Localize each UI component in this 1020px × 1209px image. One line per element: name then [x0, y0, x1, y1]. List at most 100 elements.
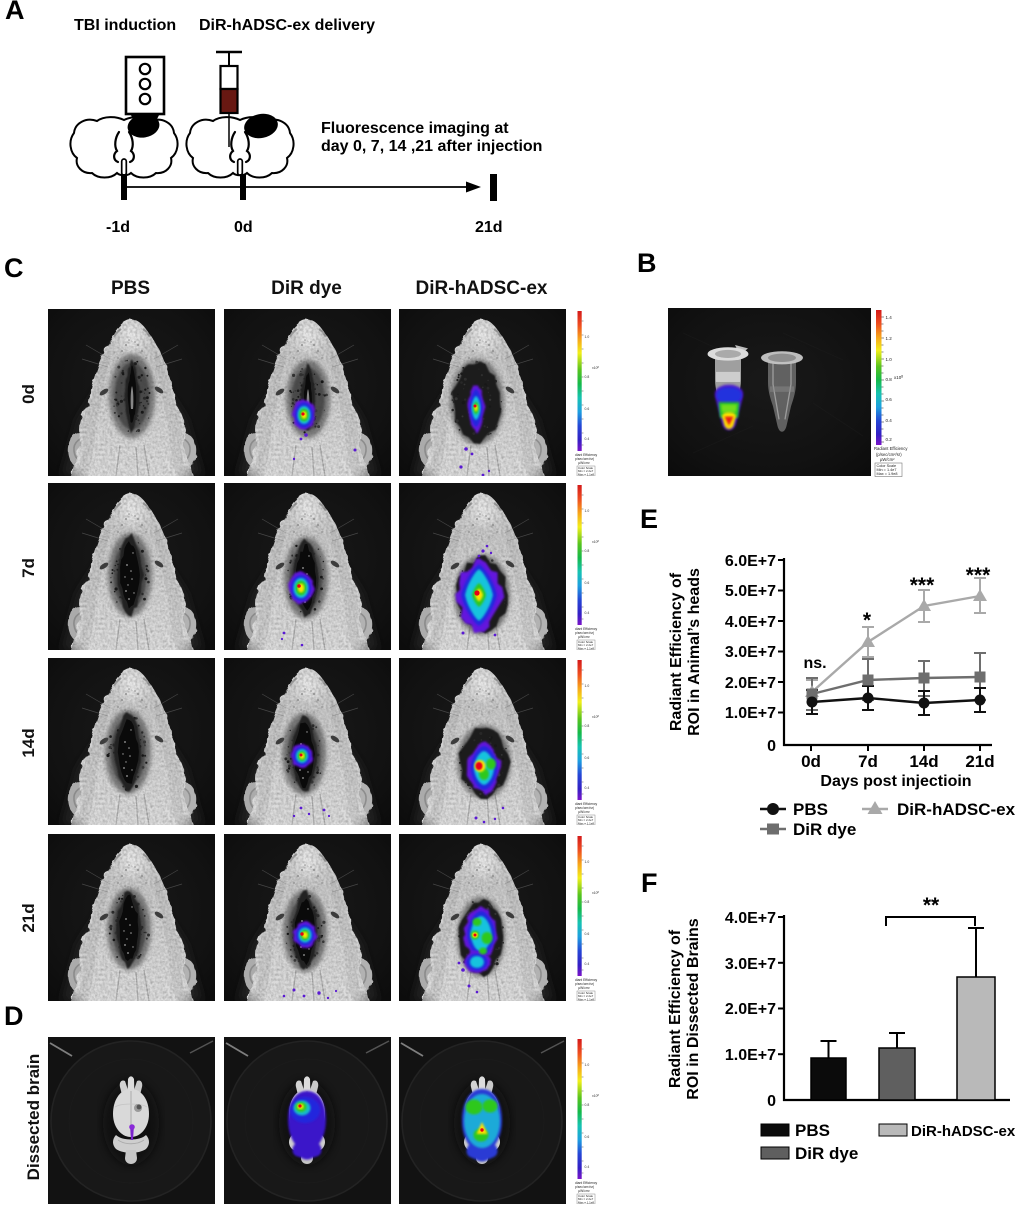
svg-text:Min = 2.2e7: Min = 2.2e7 [578, 643, 594, 647]
svg-text:Min = 2.2e7: Min = 2.2e7 [578, 469, 594, 473]
svg-text:ns.: ns. [803, 655, 826, 672]
svg-text:(p/sec/cm²/sr): (p/sec/cm²/sr) [575, 982, 594, 986]
svg-text:6.0E+7: 6.0E+7 [725, 553, 776, 570]
svg-text:DiR dye: DiR dye [795, 1144, 858, 1163]
svg-text:x108: x108 [592, 540, 599, 544]
svg-text:Radiant Efficiency of: Radiant Efficiency of [668, 572, 685, 731]
svg-text:DiR-hADSC-ex delivery: DiR-hADSC-ex delivery [199, 17, 375, 34]
svg-text:0.6: 0.6 [585, 932, 590, 936]
svg-text:Radiant Efficiency: Radiant Efficiency [575, 1181, 598, 1185]
svg-text:2.0E+7: 2.0E+7 [725, 1001, 776, 1018]
svg-text:Min = 2.2e7: Min = 2.2e7 [578, 818, 594, 822]
svg-text:4.0E+7: 4.0E+7 [725, 910, 776, 927]
svg-text:1.0E+7: 1.0E+7 [725, 705, 776, 722]
svg-text:**: ** [923, 894, 940, 917]
svg-text:Color Scale: Color Scale [578, 640, 593, 644]
svg-text:5.0E+7: 5.0E+7 [725, 583, 776, 600]
svg-text:0.8: 0.8 [886, 377, 893, 382]
svg-text:Max = 1.1e8: Max = 1.1e8 [578, 646, 594, 650]
svg-text:0.6: 0.6 [585, 1135, 590, 1139]
svg-text:Color Scale: Color Scale [578, 466, 593, 470]
svg-text:*: * [863, 609, 872, 632]
svg-text:0.2: 0.2 [886, 437, 893, 442]
svg-text:***: *** [966, 564, 991, 587]
svg-text:PBS: PBS [795, 1121, 830, 1140]
svg-text:1.0: 1.0 [585, 335, 590, 339]
svg-text:21d: 21d [965, 752, 994, 771]
svg-text:3.0E+7: 3.0E+7 [725, 956, 776, 973]
svg-text:0.6: 0.6 [585, 407, 590, 411]
svg-text:0.8: 0.8 [585, 549, 590, 553]
svg-text:1.4: 1.4 [886, 315, 893, 320]
svg-text:PBS: PBS [793, 800, 828, 819]
svg-text:Max = 1.1e8: Max = 1.1e8 [578, 997, 594, 1001]
svg-text:DiR-hADSC-ex: DiR-hADSC-ex [897, 800, 1016, 819]
svg-text:***: *** [910, 574, 935, 597]
svg-text:day 0, 7, 14 ,21 after inject: day 0, 7, 14 ,21 after injection [321, 138, 542, 155]
svg-text:µW/cm²: µW/cm² [880, 457, 895, 462]
svg-text:Radiant Efficiency: Radiant Efficiency [575, 802, 598, 806]
svg-text:x108: x108 [592, 715, 599, 719]
svg-text:Color Scale: Color Scale [578, 991, 593, 995]
svg-text:DiR dye: DiR dye [793, 820, 856, 839]
svg-text:0.4: 0.4 [585, 962, 590, 966]
svg-text:x108: x108 [592, 891, 599, 895]
svg-text:Max = 1.1e8: Max = 1.1e8 [578, 1200, 594, 1204]
svg-text:(p/sec/cm²/sr): (p/sec/cm²/sr) [876, 452, 902, 457]
svg-text:DiR-hADSC-ex: DiR-hADSC-ex [911, 1123, 1016, 1140]
svg-text:Radiant Efficiency: Radiant Efficiency [575, 978, 598, 982]
svg-text:0.8: 0.8 [585, 900, 590, 904]
svg-text:Fluorescence imaging at: Fluorescence imaging at [321, 120, 509, 137]
svg-text:0: 0 [767, 738, 776, 755]
svg-text:Radiant Efficiency: Radiant Efficiency [575, 453, 598, 457]
svg-text:1.0E+7: 1.0E+7 [725, 1047, 776, 1064]
svg-text:0d: 0d [234, 219, 253, 236]
svg-text:x108: x108 [894, 375, 903, 381]
svg-text:1.2: 1.2 [886, 336, 893, 341]
svg-text:0d: 0d [801, 752, 821, 771]
svg-text:Min = 2.2e7: Min = 2.2e7 [578, 994, 594, 998]
svg-text:Radiant Efficiency of: Radiant Efficiency of [667, 929, 684, 1088]
svg-text:21d: 21d [475, 219, 503, 236]
svg-text:Color Scale: Color Scale [578, 1194, 593, 1198]
svg-text:µW/cm²: µW/cm² [578, 1189, 590, 1193]
svg-text:1.0: 1.0 [585, 509, 590, 513]
svg-text:14d: 14d [909, 752, 938, 771]
svg-text:0: 0 [767, 1093, 776, 1110]
svg-text:Radiant Efficiency: Radiant Efficiency [575, 627, 598, 631]
svg-text:(p/sec/cm²/sr): (p/sec/cm²/sr) [575, 457, 594, 461]
svg-text:µW/cm²: µW/cm² [578, 635, 590, 639]
svg-text:0.4: 0.4 [585, 611, 590, 615]
svg-text:ROI in Animal’s heads: ROI in Animal’s heads [686, 568, 703, 736]
svg-text:Color Scale: Color Scale [578, 815, 593, 819]
svg-text:0.8: 0.8 [585, 375, 590, 379]
svg-text:2.0E+7: 2.0E+7 [725, 675, 776, 692]
svg-text:7d: 7d [858, 752, 878, 771]
svg-text:Min = 2.2e7: Min = 2.2e7 [578, 1197, 594, 1201]
svg-text:0.4: 0.4 [585, 1165, 590, 1169]
svg-text:Max = 1.1e8: Max = 1.1e8 [578, 821, 594, 825]
svg-text:1.0: 1.0 [886, 357, 893, 362]
svg-text:ROI in Dissected Brains: ROI in Dissected Brains [685, 918, 702, 1099]
svg-text:0.8: 0.8 [585, 1103, 590, 1107]
svg-text:TBI induction: TBI induction [74, 17, 176, 34]
svg-text:(p/sec/cm²/sr): (p/sec/cm²/sr) [575, 1185, 594, 1189]
svg-text:µW/cm²: µW/cm² [578, 986, 590, 990]
svg-text:3.0E+7: 3.0E+7 [725, 644, 776, 661]
svg-text:0.6: 0.6 [886, 397, 893, 402]
svg-text:(p/sec/cm²/sr): (p/sec/cm²/sr) [575, 631, 594, 635]
svg-text:µW/cm²: µW/cm² [578, 810, 590, 814]
svg-text:0.6: 0.6 [585, 581, 590, 585]
svg-text:0.8: 0.8 [585, 724, 590, 728]
svg-text:Max = 1.1e8: Max = 1.1e8 [578, 472, 594, 476]
svg-text:1.0: 1.0 [585, 1063, 590, 1067]
svg-text:0.4: 0.4 [886, 418, 893, 423]
svg-text:1.0: 1.0 [585, 684, 590, 688]
svg-text:x108: x108 [592, 1094, 599, 1098]
svg-text:Max = 1.9e8: Max = 1.9e8 [877, 472, 898, 476]
svg-text:Radiant Efficiency: Radiant Efficiency [874, 446, 908, 451]
svg-text:Color Scale: Color Scale [877, 464, 897, 468]
svg-text:(p/sec/cm²/sr): (p/sec/cm²/sr) [575, 806, 594, 810]
svg-text:0.4: 0.4 [585, 437, 590, 441]
svg-text:Min = 1.4e7: Min = 1.4e7 [877, 468, 897, 472]
